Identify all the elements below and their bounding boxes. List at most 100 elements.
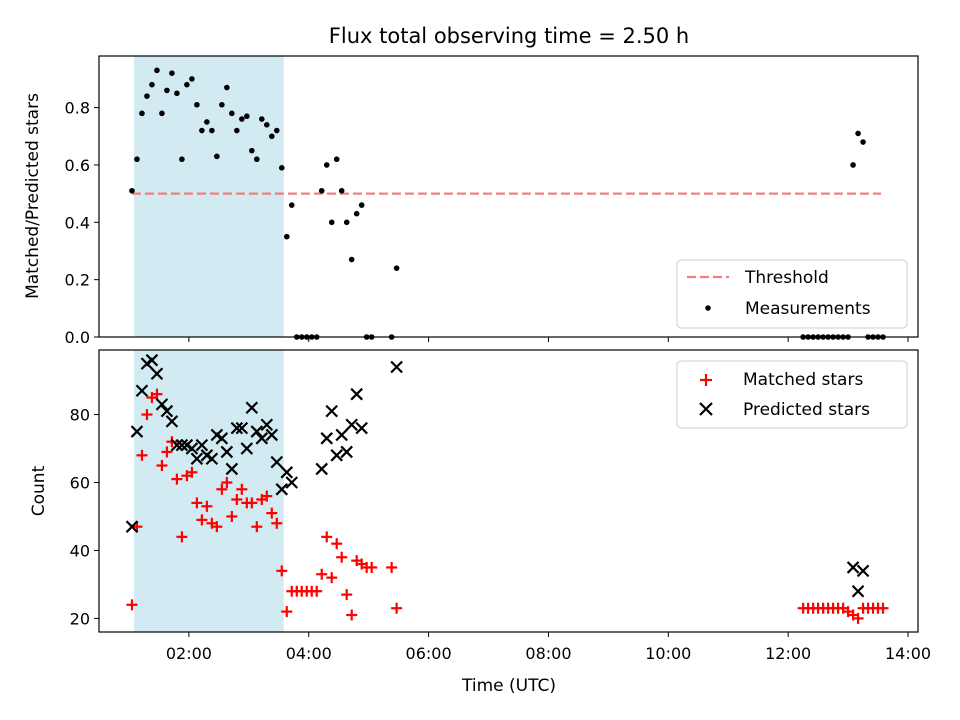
predicted-star-point bbox=[325, 404, 338, 418]
matched-star-point bbox=[231, 493, 243, 505]
measurement-point bbox=[129, 187, 135, 194]
observing-window-shade bbox=[133, 350, 284, 632]
matched-star-point bbox=[236, 483, 248, 495]
predicted-star-point bbox=[330, 449, 343, 462]
matched-star-point bbox=[171, 473, 183, 485]
matched-star-point bbox=[326, 572, 338, 584]
measurement-point bbox=[174, 90, 180, 97]
y-tick-label: 80 bbox=[70, 406, 90, 425]
predicted-star-point bbox=[350, 387, 363, 401]
measurement-point bbox=[134, 156, 140, 163]
matched-star-point bbox=[346, 609, 358, 621]
matched-star-point bbox=[331, 538, 343, 550]
matched-star-point bbox=[852, 612, 864, 624]
measurement-point bbox=[194, 101, 200, 108]
predicted-star-point bbox=[315, 462, 329, 476]
count-legend: Matched stars Predicted stars bbox=[676, 360, 908, 429]
measurement-point bbox=[850, 162, 856, 168]
predicted-star-point bbox=[340, 445, 353, 459]
matched-star-point bbox=[321, 531, 333, 543]
predicted-star-point bbox=[225, 462, 239, 476]
predicted-star-point bbox=[355, 421, 368, 435]
x-tick-label: 04:00 bbox=[286, 644, 332, 663]
measurement-point bbox=[855, 130, 861, 137]
predicted-star-point bbox=[265, 428, 279, 442]
matched-star-point bbox=[211, 521, 223, 533]
matched-star-point bbox=[281, 606, 293, 618]
predicted-star-point bbox=[260, 418, 274, 432]
count-y-axis-label: Count bbox=[29, 465, 49, 516]
predicted-star-point bbox=[170, 438, 184, 452]
matched-star-point bbox=[156, 460, 168, 472]
matched-star-point bbox=[176, 531, 188, 543]
measurement-point bbox=[214, 153, 220, 160]
predicted-star-point bbox=[230, 421, 244, 435]
matched-star-point bbox=[221, 477, 233, 489]
measurement-point bbox=[154, 67, 160, 74]
ratio-legend-box bbox=[676, 259, 908, 329]
x-tick-label: 10:00 bbox=[645, 644, 691, 663]
count-y-axis-ticks: 20 40 60 80 bbox=[70, 406, 99, 628]
matched-star-point bbox=[246, 497, 258, 509]
predicted-star-point bbox=[320, 432, 333, 445]
measurement-point bbox=[179, 156, 185, 163]
matched-star-point bbox=[261, 490, 273, 502]
measurement-point bbox=[254, 156, 260, 163]
predicted-star-point bbox=[345, 418, 358, 432]
ratio-y-axis-label: Matched/Predicted stars bbox=[23, 93, 43, 299]
measurement-point bbox=[268, 133, 275, 140]
measurement-point bbox=[278, 165, 285, 171]
predicted-star-point bbox=[190, 452, 204, 466]
ratio-panel: 0.00.20.40.60.8 Matched/Predicted stars … bbox=[23, 55, 919, 347]
matched-star-point bbox=[877, 602, 889, 614]
x-tick-label: 12:00 bbox=[765, 644, 811, 663]
matched-star-point bbox=[196, 514, 208, 526]
matched-star-point bbox=[136, 449, 148, 461]
matched-star-point bbox=[166, 436, 178, 448]
measurement-point bbox=[159, 110, 165, 117]
predicted-star-point bbox=[270, 455, 284, 469]
measurement-point bbox=[333, 156, 340, 163]
measurement-point bbox=[234, 127, 240, 134]
measurement-point bbox=[323, 162, 330, 168]
matched-star-point bbox=[336, 551, 348, 563]
measurement-point bbox=[358, 202, 365, 208]
measurement-point bbox=[169, 70, 175, 77]
predicted-star-point bbox=[255, 432, 269, 445]
chart-title: Flux total observing time = 2.50 h bbox=[329, 24, 689, 48]
predicted-star-point bbox=[846, 561, 860, 574]
y-tick-label: 60 bbox=[70, 474, 90, 493]
matched-star-point bbox=[126, 599, 138, 611]
predicted-star-point bbox=[130, 425, 144, 438]
matched-star-point bbox=[216, 483, 228, 495]
measurement-point bbox=[860, 139, 866, 145]
predicted-star-point bbox=[145, 353, 159, 367]
legend-predicted-label: Predicted stars bbox=[743, 400, 870, 420]
measurement-point bbox=[348, 256, 355, 263]
measurement-point bbox=[219, 101, 225, 108]
matched-star-point bbox=[271, 517, 283, 529]
predicted-star-point bbox=[275, 483, 289, 496]
matched-star-point bbox=[161, 446, 173, 458]
ratio-y-axis-ticks: 0.0 0.2 0.4 0.6 0.8 bbox=[65, 99, 99, 347]
measurement-point bbox=[139, 110, 145, 117]
matched-star-point bbox=[191, 497, 203, 509]
measurement-point bbox=[249, 147, 255, 154]
observing-window-shade bbox=[133, 56, 284, 337]
count-legend-box bbox=[676, 360, 908, 429]
matched-star-point bbox=[201, 500, 213, 512]
predicted-star-point bbox=[195, 438, 209, 452]
measurement-point bbox=[259, 116, 265, 122]
measurement-point bbox=[283, 233, 290, 240]
matched-star-point bbox=[276, 565, 288, 577]
predicted-star-point bbox=[335, 428, 348, 442]
measurement-point bbox=[144, 93, 150, 99]
measurement-point bbox=[263, 122, 270, 128]
x-tick-label: 02:00 bbox=[166, 644, 212, 663]
y-tick-label: 20 bbox=[70, 609, 90, 628]
predicted-star-point bbox=[160, 404, 174, 418]
measurement-point bbox=[328, 219, 335, 226]
y-tick-label: 0.0 bbox=[65, 328, 90, 347]
measurement-point bbox=[189, 76, 195, 82]
matched-star-point bbox=[186, 466, 198, 478]
